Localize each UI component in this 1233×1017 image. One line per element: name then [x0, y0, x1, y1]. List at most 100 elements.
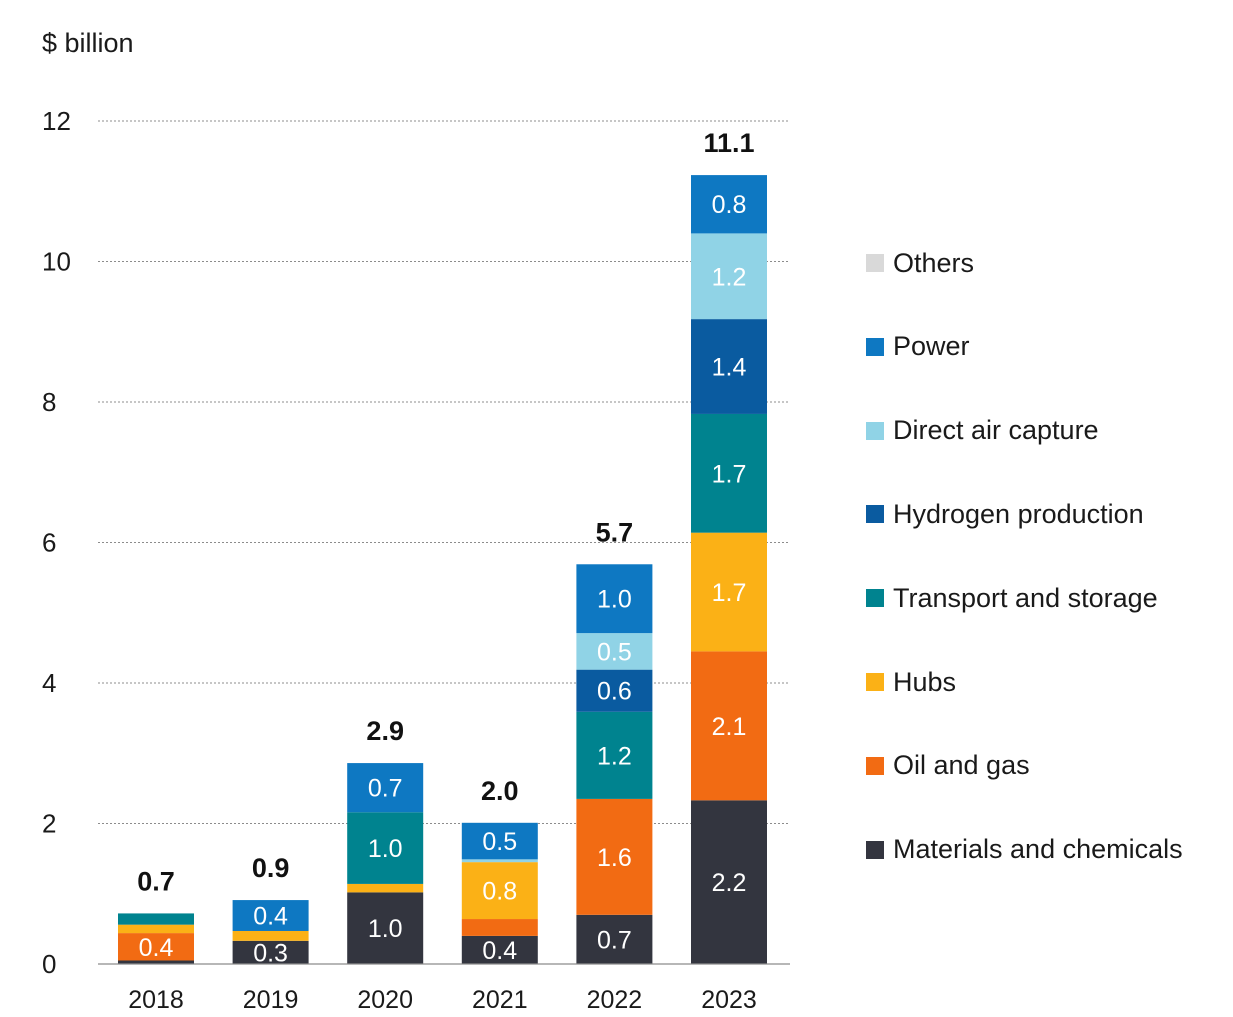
- segment-value-label: 0.8: [712, 191, 747, 219]
- y-tick-label: 12: [42, 106, 71, 136]
- legend-item: Power: [866, 331, 970, 363]
- y-tick-label: 0: [42, 949, 56, 979]
- x-tick-label: 2019: [243, 986, 299, 1014]
- segment-value-label: 0.4: [139, 934, 174, 962]
- segment-value-label: 1.2: [597, 742, 632, 770]
- segment-value-label: 1.0: [368, 915, 403, 943]
- legend-label: Hubs: [893, 666, 957, 697]
- legend-item: Hubs: [866, 666, 956, 698]
- bar-segment: [347, 812, 424, 884]
- y-tick-label: 8: [42, 387, 56, 417]
- bar-segment: [576, 564, 653, 634]
- bar-total-label: 5.7: [596, 517, 634, 547]
- legend-swatch: [866, 673, 884, 691]
- bar-segment: [347, 892, 424, 964]
- bar-segment: [461, 935, 538, 964]
- bar-segment: [576, 669, 653, 712]
- legend-label: Hydrogen production: [893, 498, 1144, 529]
- bar-segment: [691, 800, 767, 964]
- segment-value-label: 1.2: [712, 263, 747, 291]
- bar-segment: [461, 862, 538, 920]
- segment-value-label: 0.4: [253, 903, 288, 931]
- legend-swatch: [866, 756, 884, 775]
- legend-swatch: [866, 589, 884, 608]
- data-labels: 0.4 0.7 0.3 0.4 0.9 1.0 1.0 0.7 2.9 0.4 0.8 0.5 2.0 0…: [137, 128, 754, 967]
- y-axis-unit-label: $ billion: [42, 28, 134, 58]
- segment-value-label: 0.5: [482, 828, 517, 856]
- bar-segment: [461, 822, 538, 860]
- bar-segment: [347, 763, 424, 813]
- segment-value-label: 2.1: [712, 713, 747, 741]
- bar-segment: [576, 914, 653, 964]
- y-tick-label: 4: [42, 668, 56, 698]
- legend-item: Hydrogen production: [866, 498, 1144, 530]
- segment-value-label: 1.7: [712, 579, 747, 607]
- bar-segment: [461, 859, 538, 863]
- bar-segment: [347, 883, 424, 893]
- legend-item: Transport and storage: [866, 582, 1158, 614]
- legend-label: Transport and storage: [893, 582, 1158, 613]
- y-tick-label: 6: [42, 528, 56, 558]
- bar-segment: [691, 413, 767, 533]
- segment-value-label: 0.6: [597, 678, 632, 706]
- segment-value-label: 0.4: [482, 937, 517, 965]
- legend-swatch: [866, 840, 884, 859]
- segment-value-label: 0.7: [597, 926, 632, 954]
- legend-swatch: [866, 421, 884, 440]
- bar-total-label: 2.0: [481, 776, 519, 806]
- legend-swatch: [866, 254, 884, 272]
- legend-item: Others: [866, 247, 974, 279]
- legend-label: Power: [893, 331, 970, 362]
- axes: 0 2 4 6 8 10 12 2018 2019 2020 2021 2022 2023: [42, 106, 790, 1014]
- bar-segment: [576, 798, 653, 915]
- segment-value-label: 1.6: [597, 844, 632, 872]
- segment-value-label: 1.4: [712, 354, 747, 382]
- segment-value-label: 0.3: [253, 939, 288, 967]
- legend-swatch: [866, 505, 884, 524]
- legend-label: Others: [893, 247, 975, 278]
- legend-label: Materials and chemicals: [893, 834, 1183, 865]
- segment-value-label: 1.0: [597, 586, 632, 614]
- legend-swatch: [866, 337, 884, 356]
- bar-total-label: 2.9: [366, 716, 404, 746]
- x-tick-label: 2022: [587, 986, 643, 1014]
- bar-segment: [232, 930, 309, 941]
- segment-value-label: 0.5: [597, 638, 632, 666]
- y-tick-label: 10: [42, 247, 71, 277]
- bar-segment: [118, 924, 194, 934]
- x-tick-label: 2023: [701, 986, 757, 1014]
- legend-item: Oil and gas: [866, 750, 1030, 782]
- bar-segment: [576, 633, 653, 670]
- bars: [118, 175, 767, 964]
- legend-item: Direct air capture: [866, 415, 1099, 447]
- x-tick-label: 2021: [472, 986, 528, 1014]
- y-tick-label: 2: [42, 809, 56, 839]
- x-tick-label: 2020: [357, 986, 413, 1014]
- bar-segment: [691, 319, 767, 414]
- gridlines: [98, 120, 790, 824]
- bar-total-label: 11.1: [703, 128, 754, 158]
- bar-segment: [118, 913, 194, 925]
- segment-value-label: 1.7: [712, 460, 747, 488]
- bar-segment: [232, 940, 309, 964]
- legend-label: Oil and gas: [893, 750, 1030, 781]
- x-tick-label: 2018: [128, 986, 184, 1014]
- segment-value-label: 0.8: [482, 878, 517, 906]
- bar-segment: [691, 651, 767, 801]
- segment-value-label: 1.0: [368, 835, 403, 863]
- bar-segment: [461, 919, 538, 936]
- segment-value-label: 0.7: [368, 775, 403, 803]
- bar-segment: [691, 175, 767, 234]
- bar-segment: [691, 532, 767, 652]
- bar-segment: [118, 933, 194, 961]
- bar-total-label: 0.9: [252, 853, 290, 883]
- bar-total-label: 0.7: [137, 866, 175, 896]
- legend-item: Materials and chemicals: [866, 834, 1183, 866]
- legend-label: Direct air capture: [893, 415, 1099, 446]
- bar-segment: [691, 233, 767, 320]
- bar-segment: [232, 900, 309, 931]
- bar-segment: [118, 960, 194, 964]
- bar-segment: [576, 711, 653, 799]
- segment-value-label: 2.2: [712, 869, 747, 897]
